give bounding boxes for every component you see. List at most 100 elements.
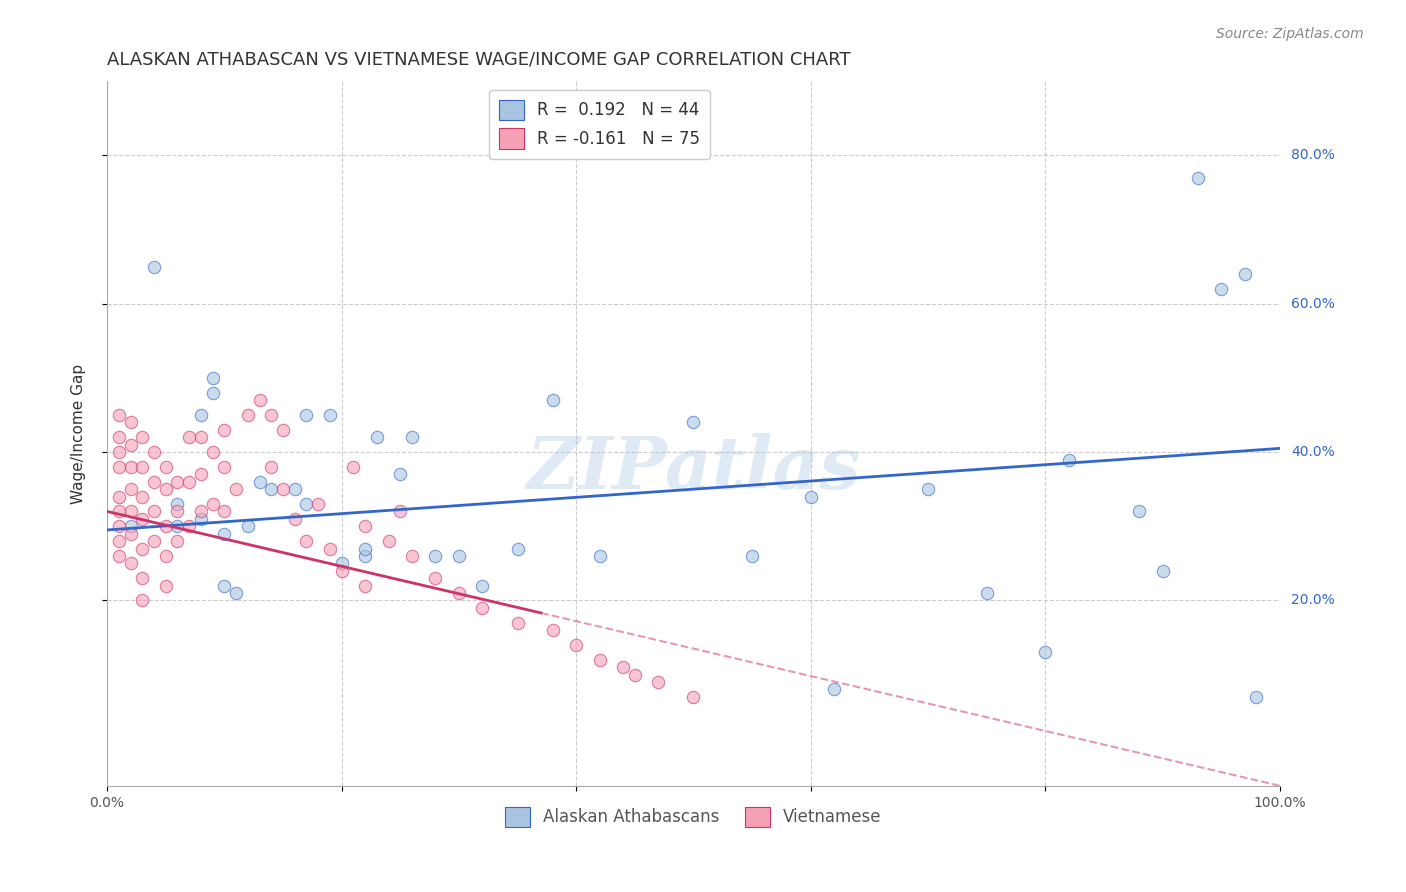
Point	[800, 490, 823, 504]
Point	[131, 571, 153, 585]
Point	[366, 430, 388, 444]
Point	[741, 549, 763, 563]
Point	[107, 445, 129, 459]
Point	[1211, 282, 1233, 296]
Point	[201, 497, 224, 511]
Point	[166, 534, 188, 549]
Point	[823, 682, 845, 697]
Point	[131, 430, 153, 444]
Text: 60.0%: 60.0%	[1291, 297, 1334, 310]
Point	[236, 408, 259, 422]
Point	[120, 504, 142, 518]
Point	[471, 578, 494, 592]
Text: ALASKAN ATHABASCAN VS VIETNAMESE WAGE/INCOME GAP CORRELATION CHART: ALASKAN ATHABASCAN VS VIETNAMESE WAGE/IN…	[107, 51, 851, 69]
Point	[295, 408, 318, 422]
Point	[131, 512, 153, 526]
Y-axis label: Wage/Income Gap: Wage/Income Gap	[72, 364, 86, 504]
Point	[425, 571, 447, 585]
Point	[166, 475, 188, 489]
Point	[917, 482, 939, 496]
Point	[284, 512, 307, 526]
Point	[249, 475, 271, 489]
Text: Source: ZipAtlas.com: Source: ZipAtlas.com	[1216, 27, 1364, 41]
Point	[1233, 267, 1256, 281]
Point	[225, 482, 247, 496]
Point	[354, 541, 377, 556]
Point	[354, 578, 377, 592]
Point	[319, 541, 342, 556]
Point	[107, 504, 129, 518]
Text: ZIPatlas: ZIPatlas	[526, 434, 860, 504]
Point	[166, 497, 188, 511]
Point	[295, 497, 318, 511]
Point	[214, 423, 236, 437]
Point	[506, 541, 529, 556]
Point	[284, 482, 307, 496]
Point	[342, 459, 364, 474]
Point	[190, 504, 212, 518]
Point	[143, 260, 166, 274]
Point	[401, 549, 423, 563]
Point	[541, 623, 564, 637]
Point	[107, 534, 129, 549]
Point	[236, 519, 259, 533]
Point	[271, 423, 294, 437]
Point	[260, 408, 283, 422]
Point	[155, 519, 177, 533]
Point	[155, 578, 177, 592]
Point	[120, 526, 142, 541]
Point	[401, 430, 423, 444]
Point	[225, 586, 247, 600]
Point	[1128, 504, 1150, 518]
Point	[190, 467, 212, 482]
Point	[307, 497, 329, 511]
Point	[190, 512, 212, 526]
Point	[249, 393, 271, 408]
Point	[107, 519, 129, 533]
Point	[1152, 564, 1174, 578]
Point	[447, 549, 470, 563]
Point	[295, 534, 318, 549]
Point	[190, 408, 212, 422]
Point	[201, 385, 224, 400]
Point	[131, 541, 153, 556]
Point	[143, 534, 166, 549]
Point	[612, 660, 634, 674]
Point	[201, 445, 224, 459]
Point	[190, 430, 212, 444]
Point	[131, 593, 153, 607]
Point	[107, 408, 129, 422]
Point	[143, 445, 166, 459]
Text: 80.0%: 80.0%	[1291, 148, 1334, 162]
Point	[120, 416, 142, 430]
Point	[588, 549, 610, 563]
Point	[506, 615, 529, 630]
Text: 20.0%: 20.0%	[1291, 593, 1334, 607]
Point	[260, 482, 283, 496]
Point	[565, 638, 588, 652]
Point	[179, 519, 201, 533]
Point	[389, 504, 412, 518]
Point	[155, 482, 177, 496]
Legend: Alaskan Athabascans, Vietnamese: Alaskan Athabascans, Vietnamese	[499, 800, 889, 834]
Point	[143, 475, 166, 489]
Point	[214, 526, 236, 541]
Point	[541, 393, 564, 408]
Point	[143, 504, 166, 518]
Text: 40.0%: 40.0%	[1291, 445, 1334, 459]
Point	[1033, 645, 1056, 659]
Point	[155, 459, 177, 474]
Point	[330, 564, 353, 578]
Point	[166, 519, 188, 533]
Point	[976, 586, 998, 600]
Point	[425, 549, 447, 563]
Point	[155, 549, 177, 563]
Point	[131, 459, 153, 474]
Point	[120, 519, 142, 533]
Point	[120, 557, 142, 571]
Point	[588, 653, 610, 667]
Point	[120, 482, 142, 496]
Point	[447, 586, 470, 600]
Point	[107, 459, 129, 474]
Point	[201, 371, 224, 385]
